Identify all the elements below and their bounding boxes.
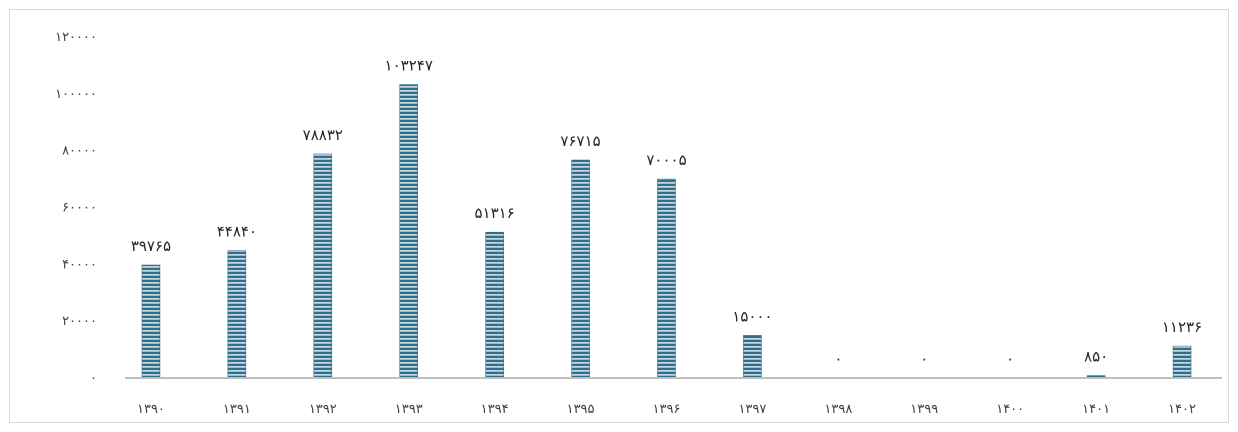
bars-group <box>141 84 1192 379</box>
data-label: ۷۸۸۳۲ <box>303 126 343 144</box>
x-tick-label: ۱۳۹۵ <box>567 402 595 417</box>
x-tick-label: ۱۳۹۰ <box>137 402 165 417</box>
y-tick-label: ۱۰۰۰۰۰ <box>55 87 97 102</box>
bar <box>485 231 504 379</box>
y-tick-label: ۲۰۰۰۰ <box>62 314 97 329</box>
data-label: ۳۹۷۶۵ <box>131 237 171 255</box>
bar <box>571 159 590 379</box>
x-tick-label: ۱۳۹۳ <box>395 402 423 417</box>
chart-frame <box>9 9 1229 423</box>
data-label: ۱۱۲۳۶ <box>1162 318 1202 336</box>
x-axis-ticks: ۱۳۹۰ ۱۳۹۱ ۱۳۹۲ ۱۳۹۳ ۱۳۹۴ ۱۳۹۵ ۱۳۹۶ ۱۳۹۷ ۱۳۹۸ ۱۳۹۹… <box>137 402 1196 417</box>
data-label: ۵۱۳۱۶ <box>475 204 515 222</box>
x-tick-label: ۱۴۰۰ <box>996 402 1024 417</box>
y-tick-label: ۱۲۰۰۰۰ <box>55 30 97 45</box>
data-label: ۱۰۳۲۴۷ <box>385 57 433 75</box>
bar <box>1172 345 1192 379</box>
y-tick-label: ۸۰۰۰۰ <box>62 144 97 159</box>
bar <box>743 335 762 379</box>
x-tick-label: ۱۴۰۲ <box>1168 402 1196 417</box>
data-label: ۸۵۰ <box>1084 348 1108 366</box>
data-label: ۷۶۷۱۵ <box>560 132 600 150</box>
y-tick-label: ۴۰۰۰۰ <box>62 257 97 272</box>
x-tick-label: ۱۳۹۴ <box>481 402 509 417</box>
x-tick-label: ۱۳۹۲ <box>309 402 337 417</box>
bar <box>399 84 418 379</box>
bar <box>313 153 333 379</box>
data-label: ۷۰۰۰۵ <box>646 151 686 169</box>
bar <box>141 264 161 379</box>
x-tick-label: ۱۴۰۱ <box>1082 402 1110 417</box>
y-tick-label: ۶۰۰۰۰ <box>62 201 97 216</box>
data-label: ۱۵۰۰۰ <box>732 307 772 325</box>
x-tick-label: ۱۳۹۸ <box>824 402 852 417</box>
bar <box>657 178 676 379</box>
data-label: ۰ <box>1006 350 1014 368</box>
x-tick-label: ۱۳۹۱ <box>223 402 251 417</box>
x-tick-label: ۱۳۹۷ <box>738 402 766 417</box>
x-tick-label: ۱۳۹۶ <box>653 402 681 417</box>
data-labels: ۳۹۷۶۵ ۴۴۸۴۰ ۷۸۸۳۲ ۱۰۳۲۴۷ ۵۱۳۱۶ ۷۶۷۱۵ ۷۰۰۰۵ ۱۵۰۰… <box>131 57 1202 368</box>
bar <box>227 250 247 379</box>
y-tick-label: ۰ <box>90 371 97 386</box>
data-label: ۰ <box>834 350 842 368</box>
y-axis-ticks: ۰ ۲۰۰۰۰ ۴۰۰۰۰ ۶۰۰۰۰ ۸۰۰۰۰ ۱۰۰۰۰۰ ۱۲۰۰۰۰ <box>55 30 97 386</box>
x-tick-label: ۱۳۹۹ <box>910 402 938 417</box>
data-label: ۴۴۸۴۰ <box>217 223 257 241</box>
data-label: ۰ <box>920 350 928 368</box>
